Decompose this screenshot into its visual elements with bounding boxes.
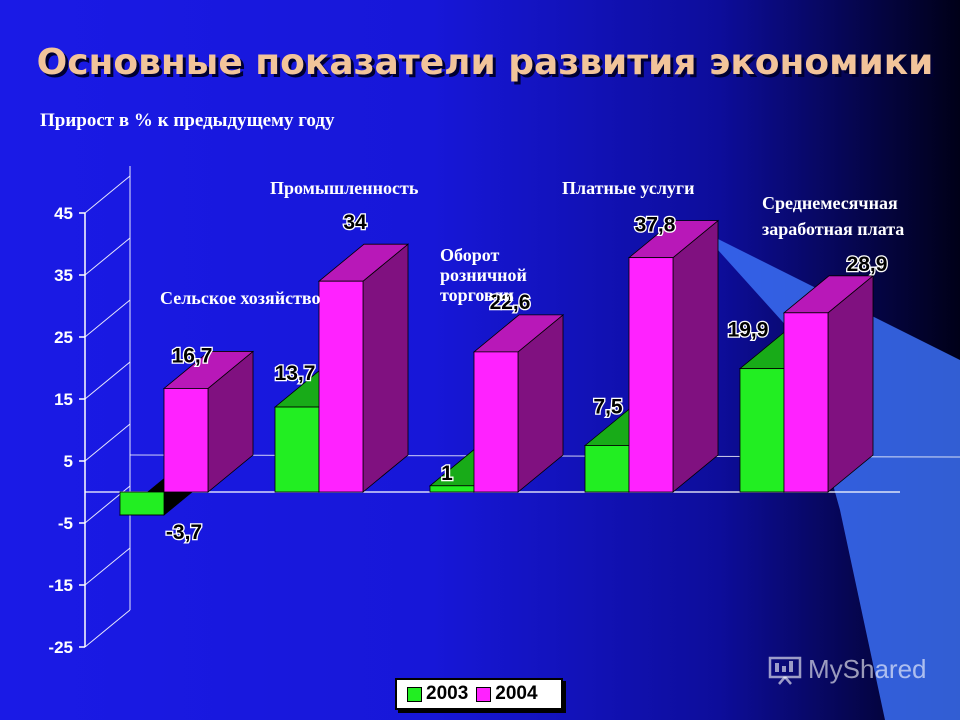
data-label-2003-2: 1 <box>441 462 453 485</box>
category-label-retail: Оборот розничной торговли <box>440 245 527 305</box>
bar-2004-3 <box>627 219 720 493</box>
bar-2003-2-front <box>429 485 475 493</box>
background-swoosh <box>700 230 960 720</box>
bar-2004-2 <box>472 314 565 493</box>
y-tick-label: 35 <box>54 266 73 285</box>
legend-swatch-2004 <box>476 686 492 702</box>
wall-grid-diagonal <box>84 609 131 648</box>
wall-grid-diagonal <box>84 423 131 462</box>
data-label-2003-3: 7,5 <box>593 396 623 419</box>
category-label-paid-services: Платные услуги <box>562 178 695 198</box>
bar-2004-1 <box>317 243 410 493</box>
category-label-industry: Промышленность <box>270 178 419 198</box>
wall-grid-diagonal <box>84 175 131 214</box>
legend-item-2004: 2004 <box>476 683 538 705</box>
bar-2004-0 <box>162 350 255 493</box>
data-label-2004-3: 37,8 <box>635 214 676 237</box>
legend-item-2003: 2003 <box>407 683 468 705</box>
chart-data-labels: -3,7 16,7 13,7 34 1 22,6 7,5 37,8 19,9 28,9 <box>165 210 889 545</box>
bar-2004-0-front <box>163 388 209 493</box>
legend-label-2003: 2003 <box>426 683 469 704</box>
presentation-icon <box>768 656 802 685</box>
data-label-2003-0: -3,7 <box>166 521 202 544</box>
bar-2004-1-side <box>362 243 409 493</box>
bar-2004-4 <box>782 274 875 493</box>
data-label-2003-4: 19,9 <box>728 319 769 342</box>
bar-2003-3-front <box>584 445 630 493</box>
y-tick-label: 45 <box>54 204 73 223</box>
data-label-2003-1: 13,7 <box>275 362 316 385</box>
y-axis: 45 35 25 15 5 -5 -15 -25 <box>48 204 86 657</box>
chart-legend: 2003 2004 <box>395 678 563 710</box>
page-title: Основные показатели развития экономики <box>36 42 934 83</box>
y-tick-label: 25 <box>54 328 73 347</box>
data-label-2004-1: 34 <box>343 211 367 234</box>
wall-grid-diagonal <box>84 299 131 338</box>
category-label-agriculture: Сельское хозяйство <box>160 288 321 308</box>
data-label-2004-0: 16,7 <box>172 344 213 367</box>
bar-2004-3-side <box>672 219 719 493</box>
bar-2003-1-front <box>274 406 320 493</box>
data-label-2004-2: 22,6 <box>490 291 531 314</box>
legend-label-2004: 2004 <box>495 683 538 704</box>
y-tick-label: 5 <box>64 452 73 471</box>
bar-2004-4-side <box>827 274 874 493</box>
wall-grid-diagonal <box>84 547 131 586</box>
bar-2004-1-front <box>318 280 364 493</box>
y-tick-label: -5 <box>58 514 73 533</box>
bar-2004-2-front <box>473 351 519 493</box>
chart-subtitle: Прирост в % к предыдущему году <box>40 110 335 131</box>
data-label-2004-4: 28,9 <box>847 253 888 276</box>
bar-2004-4-front <box>783 312 829 493</box>
y-tick-label: -15 <box>48 576 73 595</box>
bar-2003-4-front <box>739 368 785 493</box>
chart-bars <box>118 219 875 516</box>
bar-2004-3-front <box>628 257 674 493</box>
category-label-average-wage: Среднемесячная заработная плата <box>762 193 905 239</box>
legend-swatch-2003 <box>407 686 422 702</box>
y-tick-label: 15 <box>54 390 73 409</box>
watermark: MyShared <box>768 654 927 685</box>
y-tick-label: -25 <box>48 638 73 657</box>
wall-grid-diagonal <box>84 361 131 400</box>
wall-grid-diagonal <box>84 237 131 276</box>
watermark-text: MyShared <box>808 654 927 684</box>
bar-2003-0-front <box>119 491 165 516</box>
